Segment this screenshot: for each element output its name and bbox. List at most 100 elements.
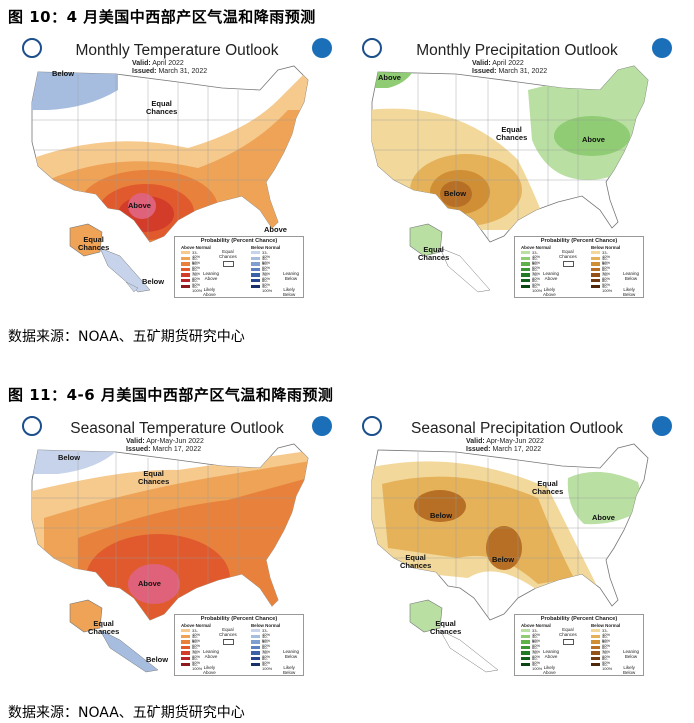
legend-range-label: 90-100% — [532, 661, 543, 671]
legend-range-label: 60-70% — [192, 644, 201, 654]
legend: Probability (Percent Chance) Above Norma… — [514, 614, 644, 676]
map-meta: Valid: April 2022 Issued: March 31, 2022 — [132, 60, 208, 75]
legend-swatch — [251, 279, 260, 283]
legend-swatch — [591, 262, 600, 266]
legend-range-label: 80-90% — [262, 278, 271, 287]
legend-range-label: 60-70% — [262, 644, 271, 654]
legend-swatch — [251, 256, 260, 260]
doc-seal-icon — [362, 38, 382, 58]
legend-range-label: 50-60% — [192, 639, 201, 649]
legend-range-label: 50-60% — [602, 261, 611, 271]
legend-swatch — [181, 651, 190, 655]
noaa-logo-icon — [652, 416, 672, 436]
label-below-alaska: Below — [146, 655, 169, 664]
legend-swatch — [181, 267, 190, 272]
figure-10-source: 数据来源：NOAA、五矿期货研究中心 — [8, 329, 245, 345]
map-title: Monthly Precipitation Outlook — [416, 42, 618, 59]
legend-range-label: 80-90% — [602, 278, 611, 287]
legend-range-label: 40-50% — [532, 255, 541, 265]
legend-range-label: 90-100% — [262, 661, 273, 671]
legend-range-label: 70-80% — [262, 650, 271, 660]
legend-swatch — [591, 662, 600, 666]
map-graphic — [371, 65, 649, 293]
legend-range-label: 50-60% — [602, 639, 611, 649]
label-equal-chances: Equal Chances — [496, 125, 528, 142]
legend: Probability (Percent Chance) Above Norma… — [174, 236, 304, 298]
legend-range-label: 40-50% — [602, 255, 611, 265]
legend-range-label: 70-80% — [192, 272, 201, 282]
legend-range-label: 80-90% — [192, 656, 201, 665]
legend-swatch — [181, 279, 190, 283]
legend-swatch — [521, 267, 530, 272]
legend-range-label: 40-50% — [532, 633, 541, 643]
legend-swatch — [181, 262, 190, 266]
legend-range-label: 90-100% — [192, 661, 203, 671]
legend-range-label: 90-100% — [532, 283, 543, 293]
legend-swatch — [521, 645, 530, 650]
legend-swatch — [181, 634, 190, 638]
legend-range-label: 50-60% — [192, 261, 201, 271]
map-title: Seasonal Temperature Outlook — [70, 420, 284, 437]
legend-swatch — [521, 629, 530, 633]
legend-swatch — [591, 629, 600, 633]
legend-range-label: 33-40% — [532, 628, 541, 637]
legend-range-label: 33-40% — [192, 628, 201, 637]
legend-swatch — [251, 267, 260, 272]
legend-range-label: 60-70% — [532, 644, 541, 654]
legend-swatch — [521, 651, 530, 655]
legend-swatch — [181, 251, 190, 255]
legend-range-label: 40-50% — [192, 633, 201, 643]
legend-swatch — [251, 251, 260, 255]
label-above: Above — [138, 579, 161, 588]
label-equal-chances: Equal Chances — [146, 99, 178, 116]
legend-range-label: 33-40% — [192, 250, 201, 259]
legend-swatch — [591, 640, 600, 644]
legend-range-label: 40-50% — [192, 255, 201, 265]
legend-range-label: 60-70% — [602, 266, 611, 276]
noaa-logo-icon — [312, 416, 332, 436]
legend-range-label: 70-80% — [192, 650, 201, 660]
legend-swatch — [251, 284, 260, 288]
legend-range-label: 33-40% — [262, 628, 271, 637]
label-below: Below — [52, 69, 75, 78]
legend-swatch — [181, 284, 190, 288]
legend-range-label: 40-50% — [262, 633, 271, 643]
legend-swatch — [591, 634, 600, 638]
figure-11-source: 数据来源：NOAA、五矿期货研究中心 — [8, 705, 245, 721]
legend-swatch — [521, 279, 530, 283]
legend-swatch — [591, 657, 600, 661]
legend-swatch — [521, 662, 530, 666]
label-equal-chances: Equal Chances — [138, 469, 170, 486]
legend-swatch — [591, 284, 600, 288]
legend-range-label: 70-80% — [602, 650, 611, 660]
legend-range-label: 33-40% — [602, 628, 611, 637]
legend-swatch — [181, 256, 190, 260]
legend-swatch — [591, 251, 600, 255]
legend-range-label: 50-60% — [532, 639, 541, 649]
legend-swatch — [251, 634, 260, 638]
legend-swatch — [251, 273, 260, 277]
label-equal-chances-alaska: Equal Chances — [78, 235, 110, 252]
legend-swatch — [591, 645, 600, 650]
legend-swatch — [181, 645, 190, 650]
legend-range-label: 50-60% — [262, 639, 271, 649]
legend-range-label: 80-90% — [602, 656, 611, 665]
doc-seal-icon — [362, 416, 382, 436]
legend: Probability (Percent Chance) Above Norma… — [514, 236, 644, 298]
legend-swatch — [521, 273, 530, 277]
map-graphic — [31, 443, 309, 673]
legend-swatch — [251, 640, 260, 644]
doc-seal-icon — [22, 416, 42, 436]
legend-range-label: 70-80% — [262, 272, 271, 282]
label-above-east: Above — [264, 225, 287, 234]
legend-range-label: 40-50% — [262, 255, 271, 265]
legend-range-label: 90-100% — [192, 283, 203, 293]
legend-swatch — [591, 273, 600, 277]
doc-seal-icon — [22, 38, 42, 58]
label-above: Above — [128, 201, 151, 210]
legend-swatch — [521, 256, 530, 260]
legend-range-label: 33-40% — [532, 250, 541, 259]
legend-swatch — [521, 251, 530, 255]
map-title: Seasonal Precipitation Outlook — [411, 420, 623, 437]
label-equal-chances: Equal Chances — [532, 479, 564, 496]
